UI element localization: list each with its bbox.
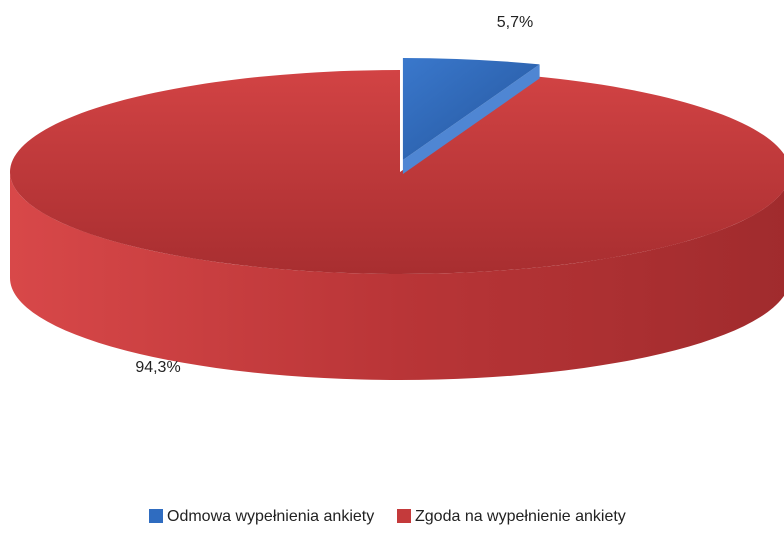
legend-label: Zgoda na wypełnienie ankiety — [415, 508, 626, 525]
legend-label: Odmowa wypełnienia ankiety — [167, 508, 374, 525]
slice-side — [10, 172, 784, 380]
slice — [402, 57, 540, 160]
slice — [10, 70, 784, 274]
data-label: 5,7% — [497, 14, 533, 31]
slice-cut — [402, 64, 540, 174]
legend-swatch — [149, 509, 163, 523]
legend-swatch — [397, 509, 411, 523]
data-label: 94,3% — [135, 359, 180, 376]
